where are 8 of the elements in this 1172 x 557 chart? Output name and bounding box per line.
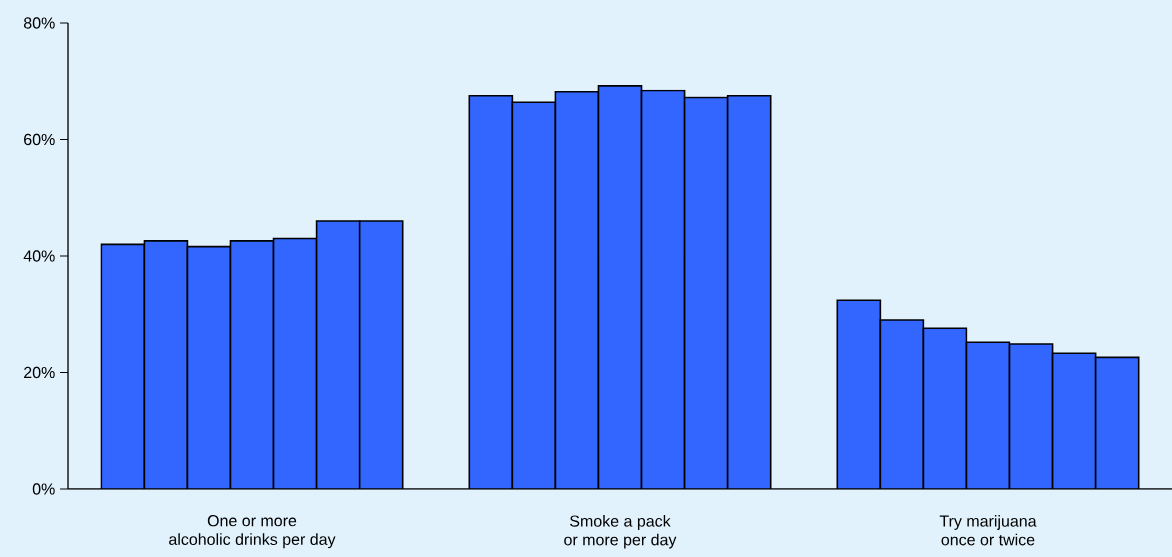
y-tick-label: 60%	[24, 133, 55, 146]
x-tick-label: Try marijuana once or twice	[939, 515, 1037, 546]
y-tick-label: 20%	[24, 366, 55, 379]
x-tick-label: Smoke a pack or more per day	[564, 515, 677, 549]
y-tick-label: 0%	[32, 483, 55, 495]
y-tick-label: 40%	[23, 250, 55, 262]
x-tick-label: One or more alcoholic drinks per day	[169, 515, 336, 549]
y-tick-label: 80%	[23, 17, 55, 29]
